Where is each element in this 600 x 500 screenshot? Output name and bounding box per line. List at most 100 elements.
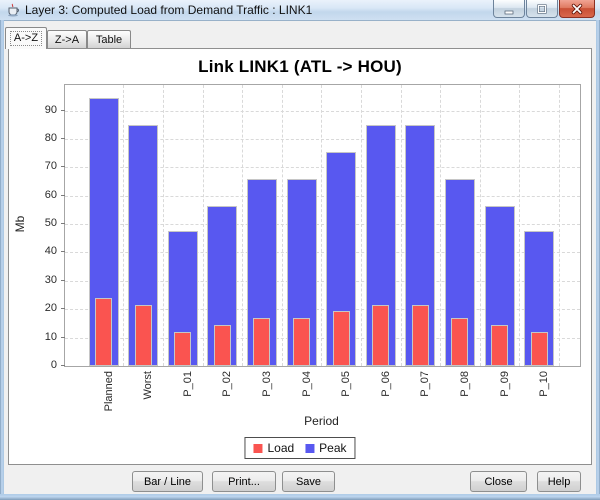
window-controls <box>493 0 595 19</box>
bar-line-button[interactable]: Bar / Line <box>132 471 203 492</box>
y-tick-label: 20 <box>44 302 57 315</box>
y-tick-label: 10 <box>44 330 57 343</box>
bar-load-p_08 <box>451 318 468 366</box>
bar-load-p_03 <box>253 318 270 366</box>
legend-swatch-peak <box>305 443 315 453</box>
bar-load-p_06 <box>372 305 389 366</box>
y-tick-mark <box>61 194 65 196</box>
window-content: A->Z Z->A Table Link LINK1 (ATL -> HOU) … <box>4 21 596 494</box>
x-gridline <box>400 85 402 366</box>
x-tick-label: P_08 <box>448 371 471 431</box>
x-tick-label-text: Worst <box>142 371 155 400</box>
x-gridline <box>162 85 164 366</box>
x-tick-label: Planned <box>92 371 115 431</box>
save-button-label: Save <box>295 475 322 488</box>
help-button-label: Help <box>547 475 571 488</box>
tab-z-to-a[interactable]: Z->A <box>47 30 87 48</box>
bar-load-p_04 <box>293 318 310 366</box>
y-gridline <box>65 309 580 311</box>
tab-z-to-a-label: Z->A <box>54 33 80 46</box>
y-tick-mark <box>61 223 65 225</box>
maximize-icon <box>537 3 547 14</box>
x-tick-label: P_10 <box>527 371 550 431</box>
x-tick-label: P_04 <box>290 371 313 431</box>
print-button[interactable]: Print... <box>212 471 276 492</box>
x-gridline <box>281 85 283 366</box>
window-title: Layer 3: Computed Load from Demand Traff… <box>25 3 313 17</box>
y-gridline <box>65 138 580 140</box>
y-tick-label: 50 <box>44 217 57 230</box>
x-gridline <box>558 85 560 366</box>
x-tick-label-text: P_10 <box>538 371 551 397</box>
bar-load-p_02 <box>214 325 231 366</box>
y-tick-mark <box>61 109 65 111</box>
x-tick-label: P_03 <box>250 371 273 431</box>
maximize-button[interactable] <box>526 0 558 18</box>
x-gridline <box>519 85 521 366</box>
bar-load-worst <box>135 305 152 366</box>
y-gridline <box>65 110 580 112</box>
bar-load-planned <box>95 298 112 366</box>
help-button[interactable]: Help <box>537 471 581 492</box>
tab-table[interactable]: Table <box>87 30 131 48</box>
legend-item-peak: Peak <box>305 441 347 455</box>
x-tick-label: P_07 <box>408 371 431 431</box>
bar-load-p_05 <box>333 311 350 366</box>
save-button[interactable]: Save <box>282 471 335 492</box>
x-tick-label: P_01 <box>171 371 194 431</box>
bar-line-button-label: Bar / Line <box>143 475 192 488</box>
x-gridline <box>360 85 362 366</box>
legend-swatch-load <box>253 443 263 453</box>
y-gridline <box>65 252 580 254</box>
legend-label-peak: Peak <box>319 441 347 455</box>
x-gridline <box>479 85 481 366</box>
x-gridline <box>321 85 323 366</box>
y-tick-label: 60 <box>44 188 57 201</box>
tab-a-to-z[interactable]: A->Z <box>5 27 47 49</box>
x-tick-label-text: P_08 <box>458 371 471 397</box>
y-tick-mark <box>61 308 65 310</box>
y-tick-label: 70 <box>44 160 57 173</box>
minimize-icon <box>504 10 514 14</box>
y-tick-mark <box>61 166 65 168</box>
x-tick-label: P_05 <box>329 371 352 431</box>
close-dialog-button[interactable]: Close <box>470 471 527 492</box>
close-dialog-button-label: Close <box>484 475 513 488</box>
x-tick-label-text: Planned <box>102 371 115 412</box>
window-border-right <box>596 20 600 494</box>
window-border-left <box>0 20 4 494</box>
y-tick-label: 30 <box>44 273 57 286</box>
x-gridline <box>123 85 125 366</box>
plot-area <box>64 84 581 367</box>
y-tick-mark <box>61 137 65 139</box>
window-border-bottom <box>0 494 600 500</box>
title-bar: Layer 3: Computed Load from Demand Traff… <box>0 0 600 21</box>
bar-load-p_01 <box>174 332 191 366</box>
x-tick-label: P_06 <box>369 371 392 431</box>
y-tick-mark <box>61 365 65 366</box>
legend-label-load: Load <box>267 441 295 455</box>
x-tick-label-text: P_04 <box>300 371 313 397</box>
bar-load-p_07 <box>412 305 429 366</box>
y-tick-mark <box>61 251 65 253</box>
print-button-label: Print... <box>228 475 260 488</box>
y-tick-label: 40 <box>44 245 57 258</box>
chart-title: Link LINK1 (ATL -> HOU) <box>198 57 402 76</box>
close-button[interactable] <box>559 0 595 18</box>
y-gridline <box>65 337 580 339</box>
y-tick-label: 80 <box>44 131 57 144</box>
legend-item-load: Load <box>253 441 294 455</box>
y-gridline <box>65 167 580 169</box>
y-tick-label: 90 <box>44 103 57 116</box>
x-tick-label-text: P_06 <box>379 371 392 397</box>
y-tick-label: 0 <box>50 359 57 371</box>
minimize-button[interactable] <box>493 0 525 18</box>
tab-a-to-z-label: A->Z <box>9 31 43 46</box>
x-tick-label-text: P_03 <box>260 371 273 397</box>
chart-canvas[interactable]: Link LINK1 (ATL -> HOU) Mb Period Load Pe… <box>8 48 592 465</box>
x-tick-label: Worst <box>131 371 154 431</box>
x-tick-label: P_09 <box>488 371 511 431</box>
java-app-icon <box>6 3 20 17</box>
x-gridline <box>242 85 244 366</box>
